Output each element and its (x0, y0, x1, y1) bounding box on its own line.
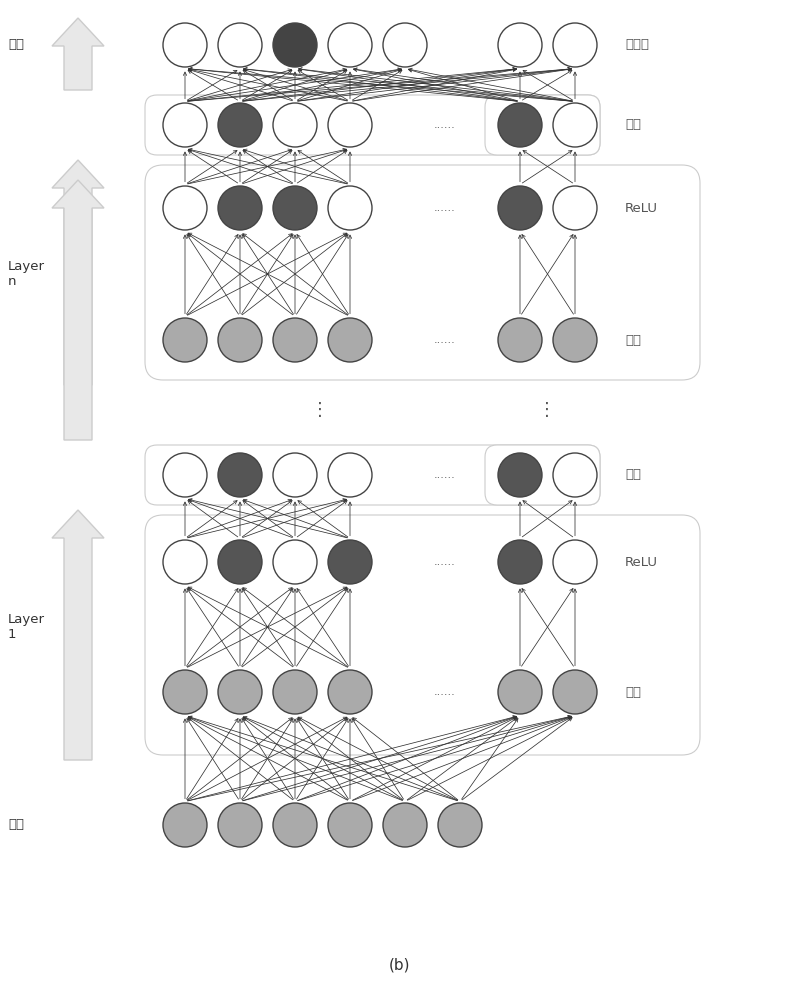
Ellipse shape (498, 453, 542, 497)
Ellipse shape (273, 803, 317, 847)
FancyBboxPatch shape (145, 445, 600, 505)
Ellipse shape (328, 318, 372, 362)
Ellipse shape (498, 540, 542, 584)
Ellipse shape (163, 103, 207, 147)
FancyBboxPatch shape (145, 165, 700, 380)
Ellipse shape (273, 670, 317, 714)
FancyArrow shape (52, 160, 104, 385)
FancyBboxPatch shape (145, 95, 600, 155)
Text: ......: ...... (434, 203, 456, 213)
Ellipse shape (273, 103, 317, 147)
Text: ReLU: ReLU (625, 202, 658, 215)
Ellipse shape (498, 23, 542, 67)
Text: Layer
n: Layer n (8, 260, 45, 288)
Ellipse shape (273, 318, 317, 362)
Ellipse shape (553, 453, 597, 497)
Ellipse shape (163, 803, 207, 847)
Text: 池化: 池化 (625, 118, 641, 131)
Text: ......: ...... (434, 120, 456, 130)
Ellipse shape (273, 453, 317, 497)
Text: ......: ...... (434, 557, 456, 567)
Ellipse shape (218, 103, 262, 147)
Ellipse shape (218, 318, 262, 362)
Ellipse shape (383, 803, 427, 847)
Text: 卷积: 卷积 (625, 334, 641, 347)
Ellipse shape (553, 670, 597, 714)
FancyBboxPatch shape (485, 95, 600, 155)
Ellipse shape (328, 540, 372, 584)
Ellipse shape (498, 670, 542, 714)
Ellipse shape (218, 803, 262, 847)
Ellipse shape (273, 186, 317, 230)
FancyBboxPatch shape (145, 515, 700, 755)
Ellipse shape (328, 103, 372, 147)
Ellipse shape (273, 23, 317, 67)
Ellipse shape (553, 23, 597, 67)
FancyArrow shape (52, 18, 104, 90)
Ellipse shape (163, 670, 207, 714)
Text: ⋮: ⋮ (538, 401, 556, 419)
Ellipse shape (553, 540, 597, 584)
Text: ⋮: ⋮ (311, 401, 329, 419)
Text: ......: ...... (434, 335, 456, 345)
Ellipse shape (163, 23, 207, 67)
Ellipse shape (328, 670, 372, 714)
Ellipse shape (163, 453, 207, 497)
Ellipse shape (553, 103, 597, 147)
Ellipse shape (218, 23, 262, 67)
FancyArrow shape (52, 510, 104, 760)
Text: ......: ...... (434, 687, 456, 697)
Ellipse shape (438, 803, 482, 847)
Ellipse shape (218, 453, 262, 497)
Ellipse shape (163, 318, 207, 362)
Text: 输入: 输入 (8, 818, 24, 832)
Ellipse shape (498, 318, 542, 362)
FancyArrow shape (52, 180, 104, 440)
Text: Layer
1: Layer 1 (8, 613, 45, 641)
Ellipse shape (553, 186, 597, 230)
Ellipse shape (163, 540, 207, 584)
Ellipse shape (273, 540, 317, 584)
Ellipse shape (328, 803, 372, 847)
Text: ReLU: ReLU (625, 556, 658, 568)
FancyBboxPatch shape (485, 445, 600, 505)
Text: (b): (b) (389, 958, 409, 972)
Ellipse shape (498, 103, 542, 147)
Ellipse shape (163, 186, 207, 230)
Ellipse shape (218, 186, 262, 230)
Ellipse shape (553, 318, 597, 362)
Text: 全连接: 全连接 (625, 38, 649, 51)
Text: 池化: 池化 (625, 468, 641, 482)
Ellipse shape (498, 186, 542, 230)
Ellipse shape (218, 540, 262, 584)
Text: 卷积: 卷积 (625, 686, 641, 698)
Ellipse shape (328, 23, 372, 67)
Ellipse shape (328, 186, 372, 230)
Ellipse shape (328, 453, 372, 497)
Ellipse shape (383, 23, 427, 67)
Ellipse shape (218, 670, 262, 714)
Text: 输出: 输出 (8, 38, 24, 51)
Text: ......: ...... (434, 470, 456, 480)
